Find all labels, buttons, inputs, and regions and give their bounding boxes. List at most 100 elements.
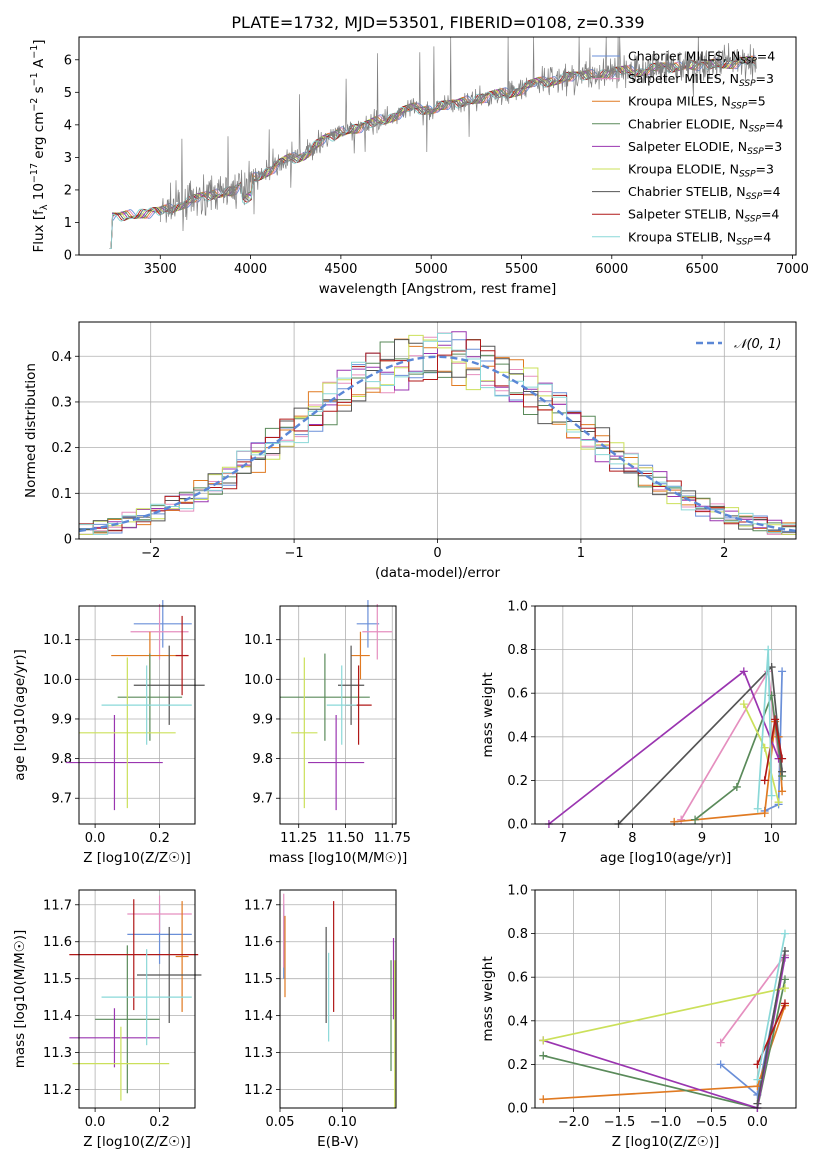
figure-title: PLATE=1732, MJD=53501, FIBERID=0108, z=0…	[231, 13, 644, 32]
mass-weight-marker	[778, 767, 787, 776]
x-tick-label: −2	[141, 546, 160, 561]
legend-entry: Salpeter ELODIE, NSSP=3	[628, 139, 782, 157]
y-tick-label: 9.7	[51, 792, 72, 807]
mass-weight-marker	[780, 984, 789, 993]
y-tick-label: 1.0	[507, 600, 528, 615]
x-tick-label: 9	[698, 831, 706, 846]
x-tick-label: 6000	[595, 262, 628, 277]
y-tick-label: 11.4	[43, 1009, 72, 1024]
weight-vs-age-panel: 7 8 9 10 0.0 0.2 0.4 0.6 0.8 1.0 age [log10(age/yr…	[480, 600, 797, 866]
y-tick-label: 1	[64, 216, 72, 231]
mass-weight-line	[756, 933, 786, 1080]
y-tick-label: 11.5	[244, 972, 273, 987]
axes-frame	[534, 889, 797, 1109]
x-tick-label: 5500	[505, 262, 538, 277]
mass-weight-marker	[780, 975, 789, 984]
y-tick-label: 11.3	[244, 1046, 273, 1061]
mass-weight-marker	[677, 815, 686, 824]
mass-weight-marker	[764, 645, 773, 654]
x-tick-label: −1	[285, 546, 304, 561]
spectrum-panel: 3500 4000 4500 5000 5500 6000 6500 7000 0 1 2 3 4 5 6 w…	[29, 36, 809, 297]
y-tick-label: 11.2	[244, 1083, 273, 1098]
x-axis-label: wavelength [Angstrom, rest frame]	[319, 281, 557, 297]
y-tick-label: 6	[64, 53, 72, 68]
observed-spectrum-line	[159, 36, 757, 232]
residual-histogram	[79, 332, 796, 535]
y-tick-label: 9.8	[252, 752, 273, 767]
axes-frame	[279, 605, 397, 825]
y-axis-label: Flux [fλ​ 10−17​ erg cm−2​ s−1​ A−1​]	[29, 39, 50, 252]
legend-entry: Kroupa MILES, NSSP=5	[628, 94, 766, 112]
x-tick-label: 0.10	[328, 1115, 357, 1130]
y-tick-label: 5	[64, 86, 72, 101]
x-tick-label: 0.2	[149, 831, 170, 846]
y-tick-label: 11.2	[43, 1083, 72, 1098]
residual-histogram	[79, 331, 796, 535]
x-tick-label: 0.2	[149, 1115, 170, 1130]
x-tick-label: 4500	[324, 262, 357, 277]
mass-weight-marker	[780, 999, 789, 1008]
x-tick-label: 8	[628, 831, 636, 846]
x-axis-label: Z [log10(Z/Z☉)]	[612, 1134, 720, 1150]
y-tick-label: 0.2	[507, 1058, 528, 1073]
mass-weight-line	[543, 987, 786, 1042]
axes-frame	[78, 36, 797, 256]
y-tick-label: 1.0	[507, 884, 528, 899]
y-tick-label: 0	[64, 249, 72, 264]
mass-vs-extinction-panel: 0.05 0.10 11.2 11.3 11.4 11.5 11.6 11.7 E(B-V)	[244, 889, 397, 1150]
mass-weight-marker	[691, 815, 700, 824]
y-axis-label: mass weight	[480, 672, 496, 757]
x-tick-label: 7	[559, 831, 567, 846]
axes-frame	[279, 889, 397, 1109]
mass-weight-marker	[778, 667, 787, 676]
x-axis-label: mass [log10(M/M☉)]	[269, 850, 408, 866]
mass-vs-metallicity-panel: 0.0 0.2 11.2 11.3 11.4 11.5 11.6 11.7 Z [log10(Z…	[12, 889, 202, 1150]
mass-weight-marker	[716, 1038, 725, 1047]
mass-weight-marker	[771, 715, 780, 724]
mass-weight-marker	[774, 798, 783, 807]
x-tick-label: 11.50	[327, 831, 364, 846]
y-tick-label: 11.7	[43, 898, 72, 913]
x-tick-label: 2	[720, 546, 728, 561]
x-tick-label: 10	[763, 831, 780, 846]
x-tick-label: 7000	[776, 262, 809, 277]
y-tick-label: 0.4	[507, 1014, 528, 1029]
mass-weight-marker	[739, 700, 748, 709]
x-axis-label: (data-model)/error	[375, 565, 501, 581]
y-tick-label: 11.6	[43, 935, 72, 950]
y-axis-label: Normed distribution	[23, 363, 39, 498]
mass-weight-marker	[539, 1095, 548, 1104]
y-tick-label: 9.8	[51, 752, 72, 767]
y-tick-label: 11.3	[43, 1046, 72, 1061]
y-tick-label: 2	[64, 183, 72, 198]
y-tick-label: 0.2	[507, 774, 528, 789]
legend-entry: Chabrier STELIB, NSSP=4	[628, 184, 781, 202]
axes-frame	[534, 605, 797, 825]
y-tick-label: 10.1	[43, 633, 72, 648]
legend-entry: Salpeter STELIB, NSSP=4	[628, 207, 779, 225]
x-tick-label: 0.0	[747, 1115, 768, 1130]
y-tick-label: 0.4	[507, 730, 528, 745]
x-tick-label: 0.0	[85, 1115, 106, 1130]
y-tick-label: 0.0	[507, 818, 528, 833]
mass-weight-line	[719, 954, 786, 1044]
mass-weight-marker	[539, 1051, 548, 1060]
x-tick-label: 4000	[234, 262, 267, 277]
y-tick-label: 4	[64, 118, 72, 133]
legend-entry: Chabrier ELODIE, NSSP=4	[628, 116, 783, 134]
y-tick-label: 11.5	[43, 972, 72, 987]
y-tick-label: 0.8	[507, 643, 528, 658]
y-tick-label: 10.0	[43, 673, 72, 688]
x-tick-label: 3500	[144, 262, 177, 277]
mass-weight-line	[756, 950, 786, 1104]
y-tick-label: 3	[64, 151, 72, 166]
legend-entry: Kroupa STELIB, NSSP=4	[628, 229, 771, 247]
x-tick-label: 0.05	[266, 1115, 295, 1130]
axes-frame	[78, 605, 196, 825]
weight-vs-metallicity-panel: −2.0 −1.5 −1.0 −0.5 0.0 0.0 0.2 0.4 0.6 0.8 1.0 Z […	[480, 884, 797, 1150]
mass-weight-marker	[760, 809, 769, 818]
mass-weight-marker	[539, 1036, 548, 1045]
y-tick-label: 11.4	[244, 1009, 273, 1024]
residuals-panel: −2 −1 0 1 2 0 0.1 0.2 0.3 0.4 (data-model)/error No…	[23, 321, 797, 581]
